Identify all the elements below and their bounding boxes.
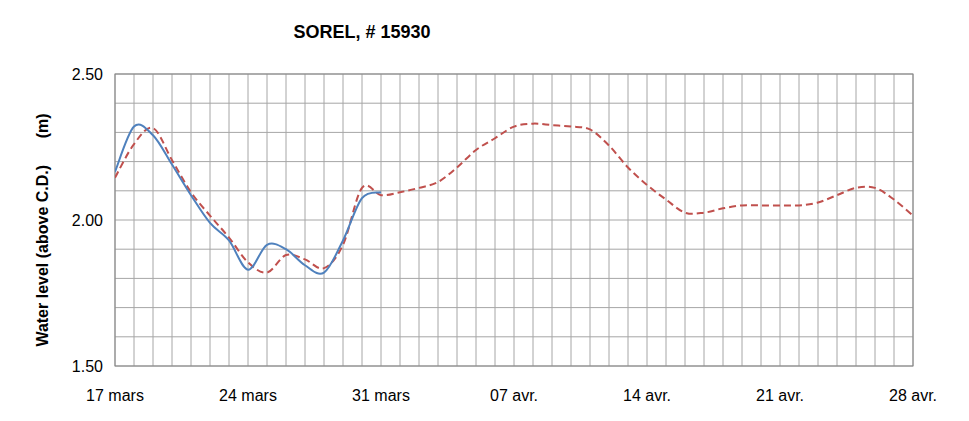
y-minor-grid-line: [115, 103, 913, 104]
grid: [115, 74, 913, 366]
x-tick-label: 14 avr.: [623, 387, 671, 404]
y-minor-grid-line: [115, 278, 913, 279]
x-tick-label: 07 avr.: [490, 387, 538, 404]
title: SOREL, # 15930: [293, 22, 430, 42]
series-group: [115, 124, 913, 274]
x-tick-label: 28 avr.: [889, 387, 937, 404]
x-tick-label: 21 avr.: [756, 387, 804, 404]
y-minor-grid-line: [115, 307, 913, 308]
y-tick-label: 1.50: [72, 358, 103, 375]
chart: 1.50 2.00 2.50 17 mars 24 mars 31 mars 07 avr.…: [0, 0, 969, 421]
series-line: [115, 124, 381, 273]
y-grid-line: [115, 220, 913, 221]
x-tick-label: 31 mars: [352, 387, 410, 404]
plot-frame: [115, 74, 913, 366]
y-tick-label: 2.50: [72, 66, 103, 83]
y-minor-grid-line: [115, 190, 913, 191]
y-minor-grid-line: [115, 132, 913, 133]
y-tick-label: 2.00: [72, 212, 103, 229]
y-minor-grid-line: [115, 161, 913, 162]
y-axis-label: Water level (above C.D.) (m): [34, 113, 51, 346]
x-tick-label: 17 mars: [86, 387, 144, 404]
y-minor-grid-line: [115, 336, 913, 337]
x-tick-label: 24 mars: [219, 387, 277, 404]
